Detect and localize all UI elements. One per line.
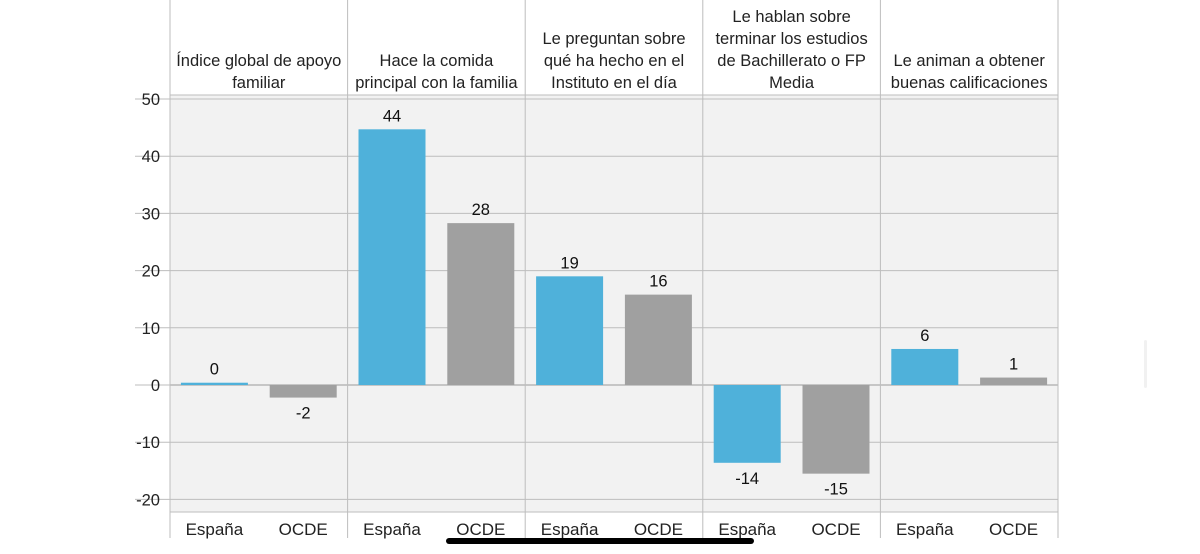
bar	[269, 385, 337, 398]
bar	[536, 276, 604, 385]
bar	[180, 382, 248, 385]
panel-title-line: qué ha hecho en el	[544, 52, 684, 70]
panel-title-line: Le animan a obtener	[894, 52, 1046, 70]
bar	[980, 377, 1048, 385]
bar	[624, 294, 692, 385]
x-category-label: OCDE	[456, 520, 505, 539]
panel-title-line: Media	[769, 74, 815, 92]
panel-title-line: buenas calificaciones	[891, 74, 1048, 92]
scroll-indicator	[1144, 340, 1147, 388]
panel-title-line: Hace la comida	[380, 52, 495, 70]
plot-area	[170, 95, 1058, 512]
y-axis: 50 40 30 20 10 0 -10 -20	[136, 91, 160, 509]
data-label: 1	[1009, 356, 1018, 374]
x-category-label: España	[541, 520, 599, 539]
data-label: 0	[210, 361, 219, 379]
x-category-label: España	[363, 520, 421, 539]
bar	[891, 348, 959, 385]
panel-title-line: familiar	[232, 74, 286, 92]
x-category-label: OCDE	[989, 520, 1038, 539]
panel-title-line: Le hablan sobre	[732, 8, 850, 26]
panel-dividers	[169, 0, 1059, 538]
x-category-label: OCDE	[811, 520, 860, 539]
bar	[447, 223, 515, 385]
y-tick-label: 50	[142, 91, 160, 109]
panel-title-line: Instituto en el día	[551, 74, 677, 92]
y-tick-label: -20	[136, 491, 160, 509]
bar	[358, 129, 426, 385]
x-category-label: España	[186, 520, 244, 539]
x-axis: España OCDE España OCDE España OCDE España OCDE…	[186, 520, 1039, 539]
y-tick-label: -10	[136, 434, 160, 452]
data-label: -2	[296, 405, 311, 423]
y-tick-label: 10	[142, 320, 160, 338]
data-label: 6	[920, 327, 929, 345]
data-label: 28	[472, 201, 490, 219]
data-label: 19	[560, 254, 578, 272]
y-tick-label: 40	[142, 148, 160, 166]
panel-title-line: principal con la familia	[355, 74, 518, 92]
home-indicator[interactable]	[446, 538, 754, 544]
data-label: 44	[383, 107, 401, 125]
panel-title-line: de Bachillerato o FP	[717, 52, 866, 70]
data-label: -14	[735, 470, 759, 488]
panel-title-line: Índice global de apoyo	[176, 51, 341, 70]
data-labels: 0 -2 44 28 19 16 -14 -15 6 1	[210, 107, 1018, 498]
y-tick-label: 30	[142, 205, 160, 223]
x-category-label: España	[896, 520, 954, 539]
x-category-label: OCDE	[279, 520, 328, 539]
y-tick-label: 20	[142, 263, 160, 281]
panel-title-line: Le preguntan sobre	[542, 30, 685, 48]
x-category-label: España	[718, 520, 776, 539]
data-label: 16	[649, 273, 667, 291]
panel-title-line: terminar los estudios	[715, 30, 867, 48]
bar	[713, 385, 781, 463]
bar	[802, 385, 870, 474]
data-label: -15	[824, 481, 848, 499]
panel-titles: Índice global de apoyo familiar Hace la co…	[176, 8, 1047, 92]
y-tick-label: 0	[151, 377, 160, 395]
x-category-label: OCDE	[634, 520, 683, 539]
bars	[180, 129, 1048, 474]
